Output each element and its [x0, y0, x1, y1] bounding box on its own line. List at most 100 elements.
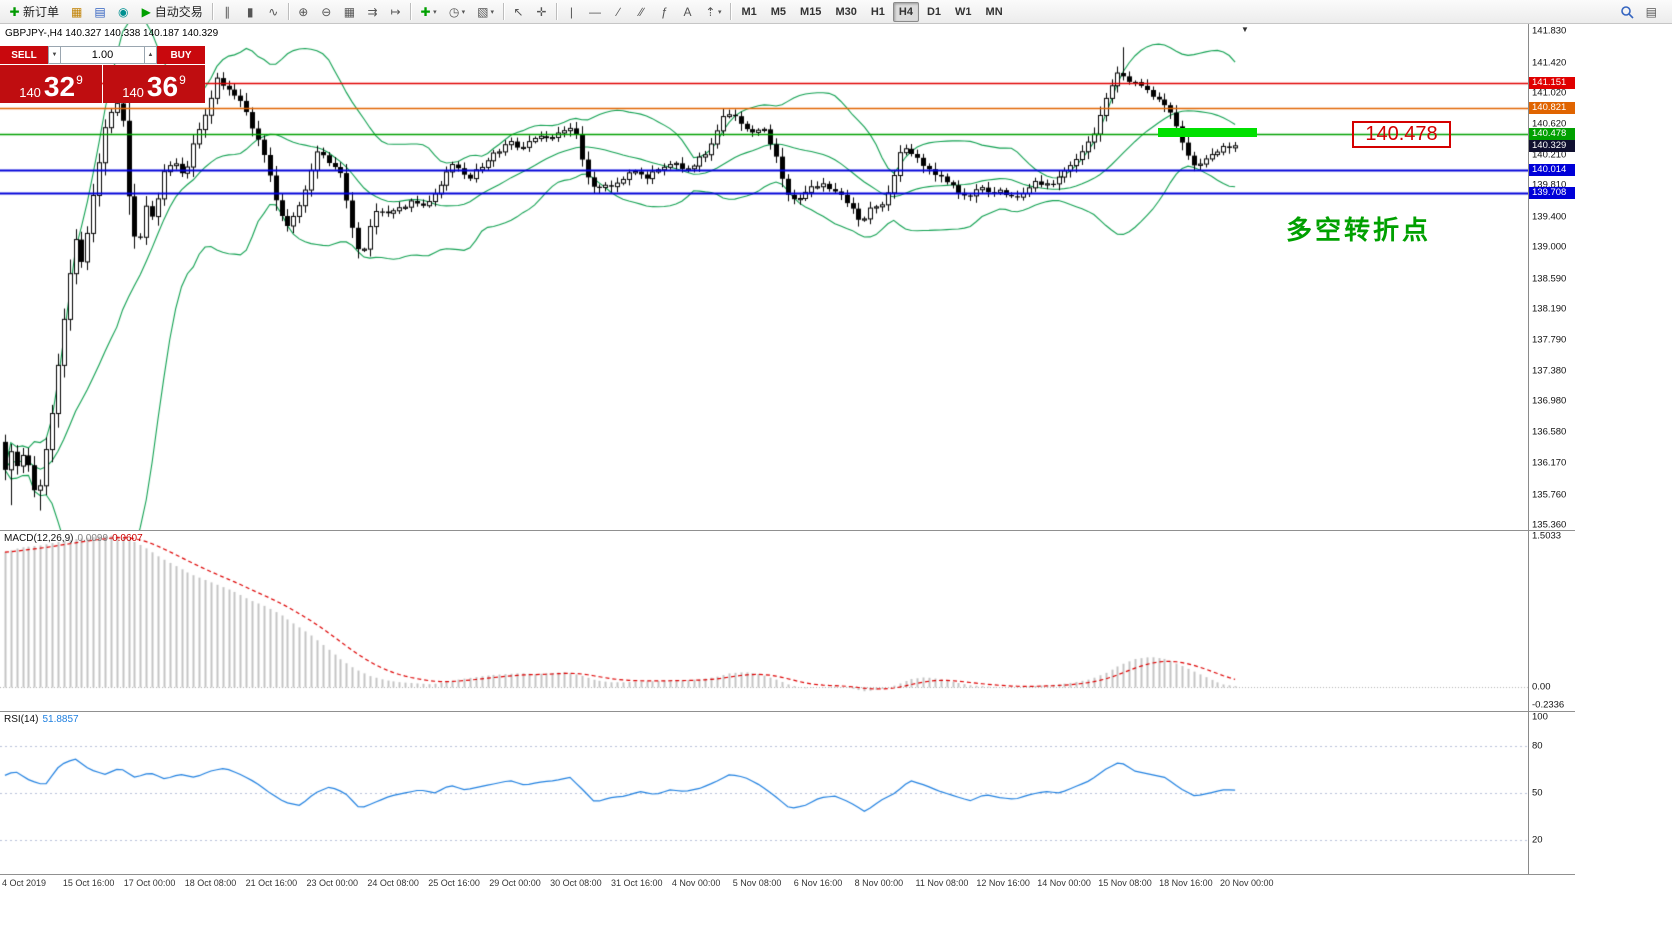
volume-increase-button[interactable]: ▲	[144, 46, 157, 64]
symbol-info: GBPJPY-,H4 140.327 140.338 140.187 140.3…	[5, 28, 219, 39]
panels-button[interactable]: ▤	[1641, 2, 1662, 22]
rsi-value: 51.8857	[42, 714, 79, 725]
text-label-button[interactable]: A	[677, 2, 698, 22]
profile-button[interactable]: ▤	[89, 2, 110, 22]
magnifier-icon	[1620, 5, 1634, 19]
horizontal-line-button[interactable]: —	[584, 2, 606, 22]
fibonacci-button[interactable]: ƒ	[654, 2, 675, 22]
toolbar: ✚ 新订单 ▦ ▤ ◉ ▶ 自动交易 ∥ ▮ ∿ ⊕ ⊖ ▦ ⇉ ↦ ✚ ▾ ◷ ▾ ▧ ▾ ↖ ✛ | — ∕ ∕∕ ƒ A ⇡ ▾ M1…	[0, 0, 1672, 24]
macd-axis[interactable]: 1.5033 0.00 -0.2336	[1528, 531, 1575, 711]
chart-shift-button[interactable]: ↦	[385, 2, 406, 22]
price-axis-label: 138.590	[1532, 273, 1567, 285]
data-window-icon: ◉	[117, 4, 129, 19]
vertical-line-button[interactable]: |	[561, 2, 582, 22]
rsi-canvas[interactable]	[0, 712, 1528, 874]
text-label-icon: A	[683, 4, 692, 19]
equidistant-channel-button[interactable]: ∕∕	[631, 2, 652, 22]
zoom-in-button[interactable]: ⊕	[293, 2, 314, 22]
charts-button[interactable]: ▦	[66, 2, 87, 22]
crosshair-icon: ✛	[536, 4, 547, 19]
buy-button[interactable]: BUY	[157, 46, 205, 64]
rsi-pane: 100 80 50 20 RSI(14) 51.8857	[0, 711, 1575, 874]
buy-price-main: 140	[122, 85, 144, 100]
macd-pane: 1.5033 0.00 -0.2336 MACD(12,26,9) 0.0099 0.0…	[0, 530, 1575, 711]
cursor-icon: ↖	[513, 4, 524, 19]
data-window-button[interactable]: ◉	[113, 2, 134, 22]
rsi-label: RSI(14) 51.8857	[4, 714, 79, 725]
rsi-axis-label: 80	[1532, 740, 1543, 752]
trendline-button[interactable]: ∕	[608, 2, 629, 22]
auto-scroll-button[interactable]: ⇉	[362, 2, 383, 22]
macd-value-main: 0.0099	[77, 533, 109, 544]
annotation-text[interactable]: 多空转折点	[1286, 215, 1432, 245]
price-axis-label: 139.400	[1532, 211, 1567, 223]
bar-chart-icon: ∥	[224, 4, 231, 19]
main-chart-canvas[interactable]	[0, 24, 1528, 530]
price-axis-label: 141.830	[1532, 25, 1567, 37]
panel-icon: ▤	[1645, 4, 1657, 19]
timeframe-m5-button[interactable]: M5	[770, 5, 787, 18]
highlight-zone[interactable]	[1158, 128, 1257, 137]
indicators-button[interactable]: ✚ ▾	[415, 2, 442, 22]
trendline-icon: ∕	[617, 4, 620, 19]
candlestick-chart-button[interactable]: ▮	[240, 2, 261, 22]
search-button[interactable]	[1615, 2, 1639, 22]
toolbar-separator	[555, 3, 557, 20]
toolbar-right-group: ▤	[1614, 0, 1669, 24]
caret-down-icon: ▾	[490, 8, 494, 16]
sell-price-box[interactable]: 140 32 9	[0, 65, 102, 103]
price-level-badge: 140.821	[1529, 102, 1575, 115]
buy-price-pips: 36	[146, 71, 179, 103]
macd-axis-label: 1.5033	[1532, 530, 1562, 542]
chart-shift-marker-icon[interactable]: ▼	[1241, 25, 1249, 34]
buy-price-box[interactable]: 140 36 9	[103, 65, 205, 103]
timeframe-w1-button[interactable]: W1	[955, 5, 972, 18]
sell-button[interactable]: SELL	[0, 46, 48, 64]
macd-label: MACD(12,26,9) 0.0099 0.0607	[4, 533, 143, 544]
macd-value-signal: 0.0607	[112, 533, 143, 544]
sell-price-pips: 32	[43, 71, 76, 103]
autotrading-button[interactable]: ▶ 自动交易	[136, 2, 208, 22]
main-chart-pane: 141.830 141.420 141.020 140.620 140.210 139.8…	[0, 24, 1575, 531]
crosshair-button[interactable]: ✛	[531, 2, 552, 22]
timeframe-mn-button[interactable]: MN	[985, 5, 1003, 18]
cursor-button[interactable]: ↖	[508, 2, 529, 22]
time-axis-label: 30 Oct 08:00	[550, 878, 602, 888]
price-axis-label: 141.420	[1532, 57, 1567, 69]
price-axis-label: 135.760	[1532, 489, 1567, 500]
timeframe-h1-button[interactable]: H1	[870, 5, 885, 18]
timeframe-m15-button[interactable]: M15	[800, 5, 822, 18]
time-axis-label: 24 Oct 08:00	[367, 878, 419, 888]
time-axis[interactable]: 4 Oct 2019 15 Oct 16:00 17 Oct 00:00 18 Oct…	[0, 874, 1575, 892]
arrows-button[interactable]: ⇡ ▾	[700, 2, 727, 22]
periods-button[interactable]: ◷ ▾	[444, 2, 471, 22]
rsi-axis-label: 50	[1532, 787, 1543, 799]
macd-canvas[interactable]	[0, 531, 1528, 711]
price-level-badge: 139.708	[1529, 187, 1575, 200]
price-axis-label: 137.790	[1532, 334, 1567, 346]
chart-window: 141.830 141.420 141.020 140.620 140.210 139.8…	[0, 24, 1575, 892]
rsi-axis[interactable]: 100 80 50 20	[1528, 712, 1575, 874]
time-axis-label: 5 Nov 08:00	[732, 878, 782, 888]
price-level-badge: 140.014	[1529, 163, 1575, 176]
templates-button[interactable]: ▧ ▾	[472, 2, 499, 22]
price-axis[interactable]: 141.830 141.420 141.020 140.620 140.210 139.8…	[1528, 24, 1575, 531]
zoom-out-button[interactable]: ⊖	[316, 2, 337, 22]
price-callout-box[interactable]: 140.478	[1352, 121, 1451, 148]
rsi-axis-label: 100	[1532, 711, 1548, 723]
time-axis-label: 18 Nov 16:00	[1159, 878, 1213, 888]
timeframe-d1-button[interactable]: D1	[926, 5, 942, 18]
timeframe-m1-button[interactable]: M1	[741, 5, 757, 18]
timeframe-m30-button[interactable]: M30	[835, 5, 857, 18]
line-chart-button[interactable]: ∿	[263, 2, 284, 22]
volume-input[interactable]	[61, 46, 144, 64]
tile-windows-button[interactable]: ▦	[339, 2, 360, 22]
horizontal-line-icon: —	[588, 4, 601, 19]
volume-decrease-button[interactable]: ▼	[48, 46, 61, 64]
time-axis-label: 15 Nov 08:00	[1098, 878, 1152, 888]
timeframe-h4-button[interactable]: H4	[892, 1, 919, 22]
new-order-button-label: 新订单	[23, 5, 60, 19]
price-level-badge: 141.151	[1529, 77, 1575, 90]
bar-chart-button[interactable]: ∥	[217, 2, 238, 22]
new-order-button[interactable]: ✚ 新订单	[4, 2, 64, 22]
